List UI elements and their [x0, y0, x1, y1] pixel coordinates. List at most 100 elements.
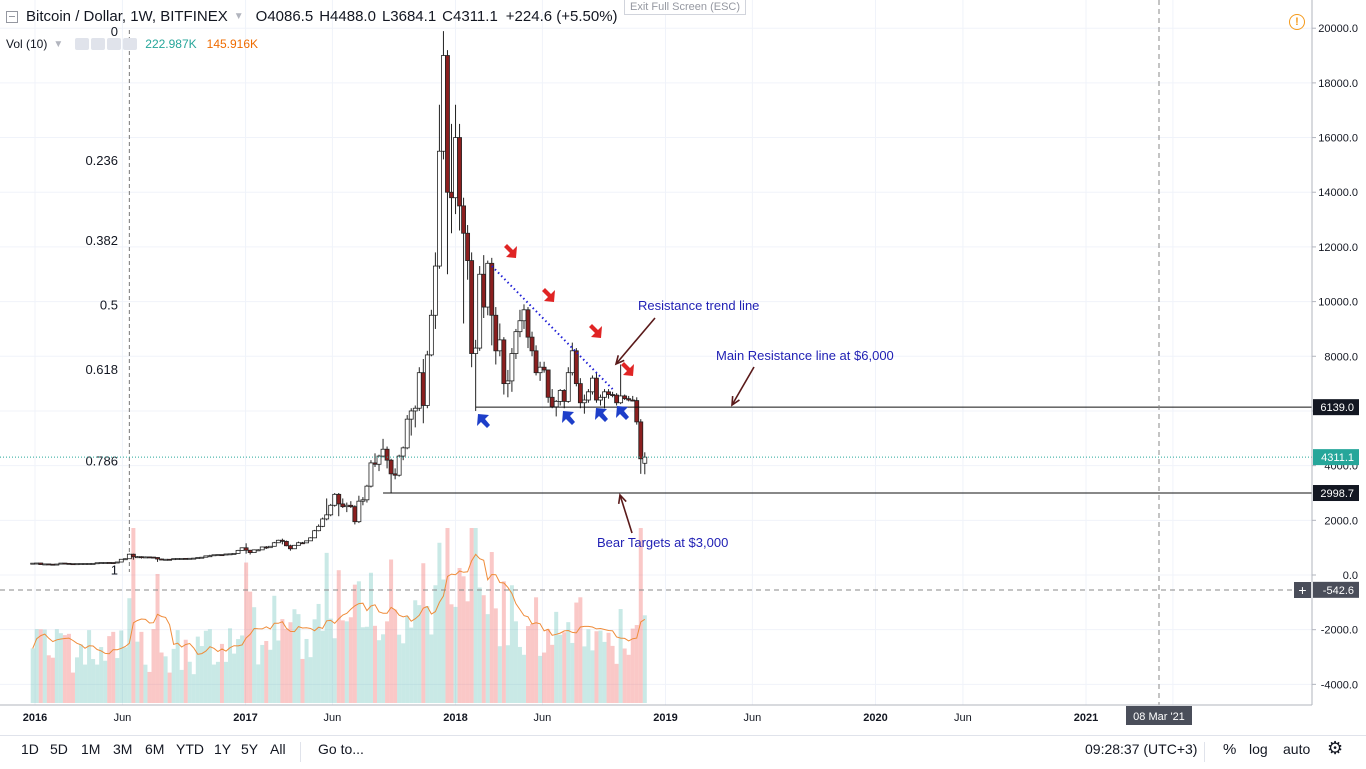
candle-body [352, 506, 358, 523]
range-5d[interactable]: 5D [50, 741, 68, 757]
volume-bar [397, 634, 402, 703]
price-label-crosshair: -542.6 [1323, 585, 1354, 597]
candle-body [219, 554, 225, 557]
drawings[interactable]: Resistance trend line Main Resistance lin… [0, 0, 1312, 705]
candle-body [147, 556, 152, 559]
volume-bar [219, 643, 224, 703]
candle-body [557, 390, 563, 402]
candle-body [529, 336, 535, 352]
volume-bar [445, 528, 450, 703]
candle-body [259, 546, 265, 551]
candle-body [292, 544, 297, 550]
candle-body [553, 400, 559, 408]
candle-body [267, 545, 273, 549]
percent-scale-toggle[interactable]: % [1223, 741, 1237, 758]
candle-body [243, 547, 249, 551]
volume-bar [417, 605, 422, 703]
price-tick-label: 16000.0 [1318, 133, 1358, 145]
candle-body [58, 562, 64, 565]
candle-body [573, 350, 579, 385]
candle-body [634, 400, 640, 423]
range-1d[interactable]: 1D [21, 741, 39, 757]
candle-body [344, 504, 350, 508]
fibonacci-retracement[interactable]: 0 0.236 0.382 0.5 0.618 0.786 1 [85, 24, 130, 578]
time-axis[interactable]: 2016Jun2017Jun2018Jun2019Jun2020Jun2021J… [0, 704, 1312, 725]
candle-body [565, 372, 571, 402]
candle-body [469, 260, 475, 354]
settings-small-icon[interactable] [91, 38, 106, 50]
candle-body [187, 557, 193, 560]
price-label-crosshair-bg [1313, 581, 1359, 598]
candle-body [163, 558, 168, 561]
candle-body [143, 556, 148, 559]
volume-bar [215, 661, 220, 703]
volume-bar [457, 567, 462, 703]
low-value: 3684.1 [390, 8, 437, 25]
volume-bar [66, 633, 71, 703]
open-value: 4086.5 [267, 8, 314, 25]
candle-body [513, 331, 519, 354]
range-5y[interactable]: 5Y [241, 741, 259, 757]
volume-bar [497, 646, 502, 703]
exit-fullscreen-button[interactable]: Exit Full Screen (ESC) [624, 0, 747, 15]
volume-bar [308, 657, 313, 703]
clock-display[interactable]: 09:28:37 (UTC+3) [1085, 741, 1198, 757]
candle-body [549, 396, 555, 408]
chevron-down-icon[interactable]: ▼ [233, 11, 244, 22]
candle-body [569, 350, 575, 374]
more-icon[interactable] [123, 38, 138, 50]
candle-body [416, 372, 422, 409]
price-tick-label: 10000.0 [1318, 297, 1358, 309]
auto-scale-toggle[interactable]: auto [1283, 741, 1311, 757]
range-ytd[interactable]: YTD [176, 741, 204, 757]
range-1m[interactable]: 1M [81, 741, 101, 757]
range-3m[interactable]: 3M [113, 741, 133, 757]
volume-title[interactable]: Vol (10) [6, 37, 48, 51]
volume-bar [336, 570, 341, 703]
price-chart[interactable]: 0 0.236 0.382 0.5 0.618 0.786 1 Resistance tre… [0, 0, 1366, 735]
candle-body [211, 554, 217, 557]
volume-bar [372, 625, 377, 703]
candle-body [283, 540, 289, 547]
volume-bar [558, 634, 563, 703]
volume-bar [642, 615, 647, 703]
volume-bar [578, 597, 583, 703]
volume-bar [240, 635, 245, 703]
range-all[interactable]: All [270, 741, 286, 757]
candle-body [610, 394, 615, 396]
gear-icon[interactable]: ⚙ [1327, 738, 1344, 758]
volume-bar [175, 630, 180, 703]
log-scale-toggle[interactable]: log [1249, 741, 1268, 757]
volume-bar [413, 600, 418, 703]
price-axis[interactable]: 20000.0 18000.0 16000.0 14000.0 12000.0 10000… [1294, 0, 1366, 705]
alert-icon[interactable]: ! [1289, 14, 1305, 30]
candle-body [151, 556, 156, 559]
volume-value: 222.987K [145, 37, 197, 51]
candle-body [525, 309, 531, 338]
goto-button[interactable]: Go to... [318, 741, 364, 757]
volume-bar [139, 631, 144, 703]
candle-body [473, 347, 479, 354]
time-tick-label: 2018 [443, 712, 467, 724]
change-value: +224.6 (+5.50%) [505, 8, 618, 25]
volume-bar [602, 641, 607, 703]
time-tick-label: Jun [324, 712, 342, 724]
volume-bar [312, 619, 317, 703]
collapse-icon[interactable] [6, 10, 18, 23]
volume-bar [566, 622, 571, 703]
candle-body [461, 205, 466, 234]
candle-body [509, 353, 515, 382]
volume-bar [252, 607, 257, 703]
price-label-last-bg [1313, 449, 1359, 466]
candle-body [155, 557, 160, 560]
range-1y[interactable]: 1Y [214, 741, 232, 757]
candle-body [368, 462, 374, 487]
volume-chevron-icon[interactable]: ▼ [53, 38, 64, 50]
candle-body [251, 549, 257, 553]
symbol-title[interactable]: Bitcoin / Dollar, 1W, BITFINEX [26, 8, 228, 25]
range-6m[interactable]: 6M [145, 741, 165, 757]
volume-bar [70, 672, 75, 703]
close-small-icon[interactable] [107, 38, 122, 50]
eye-icon[interactable] [75, 38, 90, 50]
volume-bar [377, 640, 382, 703]
